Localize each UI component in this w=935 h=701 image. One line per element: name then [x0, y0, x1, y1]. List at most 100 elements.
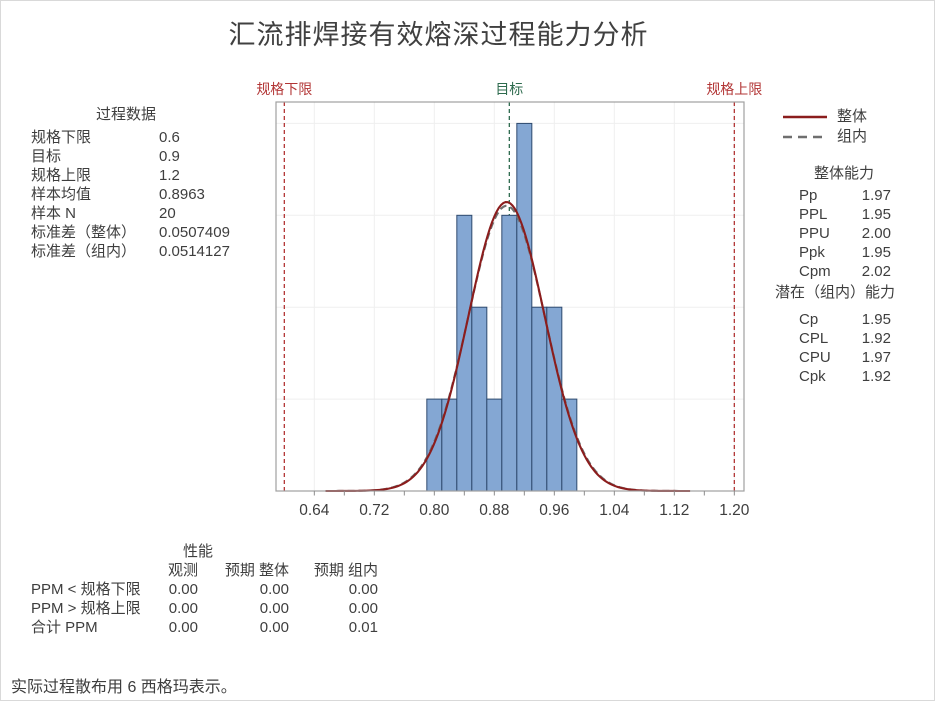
capability-row: Ppk 1.95	[779, 243, 891, 262]
within-capability-panel: 潜在（组内）能力 Cp 1.95 CPL 1.92 CPU 1.97 Cpk 1.92	[775, 283, 895, 386]
histogram-bar	[486, 398, 503, 492]
within-capability-header: 潜在（组内）能力	[774, 284, 895, 301]
stat-label: Cp	[799, 311, 819, 328]
within-line-icon	[783, 135, 827, 139]
cell-value: 0.00	[168, 600, 198, 617]
process-data-row: 样本 N 20	[31, 204, 246, 223]
column-header: 预期 整体	[224, 562, 289, 579]
process-data-panel: 过程数据 规格下限 0.6 目标 0.9 规格上限 1.2 样本均值 0.8963 样本…	[31, 105, 246, 261]
cell-value: 0.00	[259, 600, 289, 617]
performance-panel: 性能 观测 预期 整体 预期 组内 PPM < 规格下限 0.00 0.00 0…	[31, 542, 378, 637]
row-label: 合计 PPM	[31, 619, 98, 636]
histogram-bar	[471, 306, 488, 492]
overall-capability-rows: Pp 1.97 PPL 1.95 PPU 2.00 Ppk 1.95 Cpm 2.02	[779, 186, 891, 281]
stat-value: 1.95	[861, 206, 891, 223]
stat-label: 目标	[31, 148, 62, 165]
cell-value: 0.00	[259, 581, 289, 598]
stat-value: 2.00	[861, 225, 891, 242]
histogram-bar	[516, 122, 533, 492]
cell-value: 0.00	[168, 581, 198, 598]
capability-row: PPU 2.00	[779, 224, 891, 243]
stat-value: 1.92	[861, 368, 891, 385]
stat-label: CPU	[799, 349, 831, 366]
legend: 整体 组内	[782, 107, 867, 147]
process-data-row: 规格下限 0.6	[31, 128, 246, 147]
within-capability-rows: Cp 1.95 CPL 1.92 CPU 1.97 Cpk 1.92	[779, 310, 891, 386]
performance-row: PPM < 规格下限 0.00 0.00 0.00	[31, 580, 378, 599]
stat-label: 样本均值	[31, 186, 92, 203]
cell-value: 0.00	[259, 619, 289, 636]
overall-line-icon	[783, 115, 827, 119]
capability-row: Cpk 1.92	[779, 367, 891, 386]
capability-row: CPL 1.92	[779, 329, 891, 348]
column-header: 观测	[167, 562, 198, 579]
process-data-row: 规格上限 1.2	[31, 166, 246, 185]
performance-column-headers: 观测 预期 整体 预期 组内	[31, 561, 378, 580]
process-data-header: 过程数据	[95, 106, 156, 123]
usl-label: 规格上限	[706, 81, 763, 97]
stat-value: 0.9	[159, 148, 180, 165]
legend-label-within: 组内	[837, 128, 868, 145]
performance-row: 合计 PPM 0.00 0.00 0.01	[31, 618, 378, 637]
legend-entry-within: 组内	[782, 127, 867, 147]
stat-value: 20	[159, 205, 176, 222]
stat-label: Cpm	[799, 263, 831, 280]
row-label: PPM > 规格上限	[31, 600, 141, 617]
performance-row: PPM > 规格上限 0.00 0.00 0.00	[31, 599, 378, 618]
lsl-label: 规格下限	[256, 81, 313, 97]
stat-label: PPL	[799, 206, 828, 223]
capability-row: PPL 1.95	[779, 205, 891, 224]
stat-label: 标准差（组内）	[31, 243, 137, 260]
stat-value: 1.97	[861, 349, 891, 366]
stat-label: 规格下限	[31, 129, 92, 146]
capability-row: Pp 1.97	[779, 186, 891, 205]
x-tick-label: 1.20	[719, 502, 750, 519]
stat-value: 0.0507409	[159, 224, 230, 241]
histogram-plot: 0.64 0.72 0.80 0.88 0.96 1.04 1.12 1.20	[275, 101, 750, 519]
row-label: PPM < 规格下限	[31, 581, 141, 598]
cell-value: 0.00	[168, 619, 198, 636]
cell-value: 0.00	[348, 600, 378, 617]
x-tick-label: 0.80	[419, 502, 450, 519]
stat-label: Pp	[799, 187, 818, 204]
capability-row: Cpm 2.02	[779, 262, 891, 281]
stat-label: Ppk	[799, 244, 825, 261]
stat-label: 标准差（整体）	[31, 224, 137, 241]
histogram-bar	[501, 214, 518, 492]
performance-header: 性能	[182, 543, 213, 560]
stat-label: Cpk	[799, 368, 826, 385]
process-data-row: 目标 0.9	[31, 147, 246, 166]
capability-histogram: 0.64 0.72 0.80 0.88 0.96 1.04 1.12 1.20	[246, 79, 776, 519]
capability-row: Cp 1.95	[779, 310, 891, 329]
overall-curve	[325, 201, 691, 493]
process-data-row: 标准差（整体） 0.0507409	[31, 223, 246, 242]
spacer	[31, 561, 161, 580]
process-data-row: 样本均值 0.8963	[31, 185, 246, 204]
stat-value: 2.02	[861, 263, 891, 280]
stat-value: 0.6	[159, 129, 180, 146]
x-tick-label: 1.12	[659, 502, 689, 519]
stat-label: PPU	[799, 225, 830, 242]
legend-entry-overall: 整体	[782, 107, 867, 127]
report-title: 汇流排焊接有效熔深过程能力分析	[228, 20, 649, 50]
x-tick-label: 0.72	[359, 502, 389, 519]
x-tick-label: 0.64	[299, 502, 330, 519]
cell-value: 0.01	[348, 619, 378, 636]
column-header: 预期 组内	[313, 562, 378, 579]
process-data-row: 标准差（组内） 0.0514127	[31, 242, 246, 261]
cell-value: 0.00	[348, 581, 378, 598]
legend-label-overall: 整体	[837, 108, 868, 125]
overall-capability-panel: 整体能力 Pp 1.97 PPL 1.95 PPU 2.00 Ppk 1.95 Cpm 2…	[779, 164, 891, 281]
stat-value: 1.95	[861, 311, 891, 328]
stat-value: 0.8963	[159, 186, 205, 203]
stat-value: 0.0514127	[159, 243, 230, 260]
x-tick-label: 0.96	[539, 502, 569, 519]
stat-label: 样本 N	[31, 205, 77, 222]
process-data-rows: 规格下限 0.6 目标 0.9 规格上限 1.2 样本均值 0.8963 样本 N 20 …	[31, 128, 246, 261]
capability-row: CPU 1.97	[779, 348, 891, 367]
footnote: 实际过程散布用 6 西格玛表示。	[11, 679, 237, 696]
stat-value: 1.2	[159, 167, 180, 184]
histogram-bar	[531, 306, 548, 492]
plot-border	[275, 101, 745, 492]
